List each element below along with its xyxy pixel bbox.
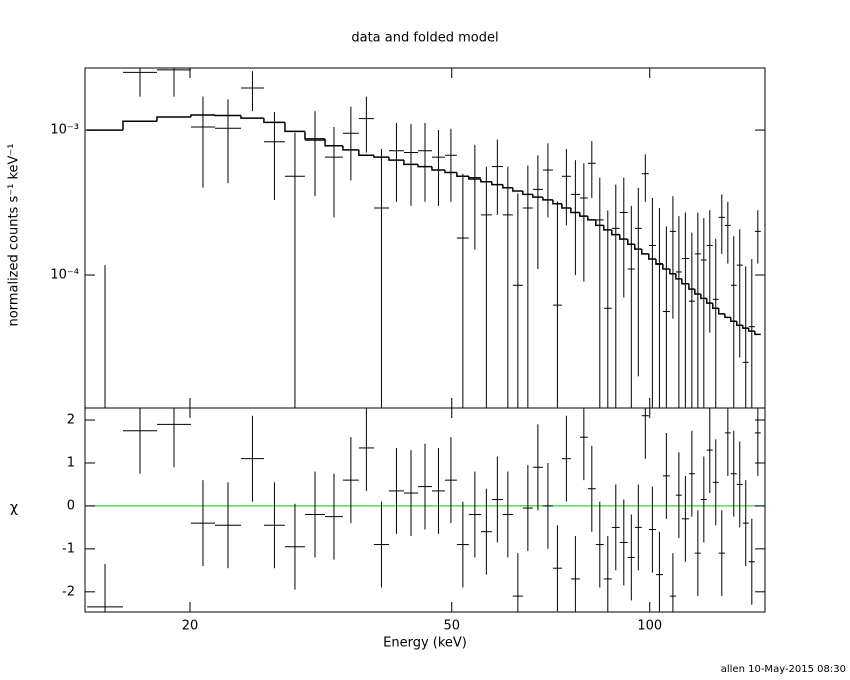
residual-axis-label: χ [10,500,18,516]
model-step [681,278,689,285]
model-step [304,131,326,140]
model-step [694,289,701,295]
x-tick-label: 100 [637,619,662,634]
model-step [561,203,571,209]
y-tick-label: 10⁻⁴ [50,268,79,283]
model-step [468,176,481,180]
model-step [552,199,562,205]
model-step [603,225,612,231]
top-frame [84,67,766,409]
model-step [431,166,445,171]
y-tick-label: -2 [62,584,75,599]
model-step [595,219,604,227]
model-step [754,331,761,336]
model-step [342,145,359,151]
model-step [579,212,588,217]
model-step [263,118,285,124]
model-step [641,249,649,255]
model-step [700,293,707,300]
y-tick-label: 10⁻³ [50,123,79,138]
model-step [417,164,432,168]
model-step [724,313,731,319]
model-step [324,138,343,147]
model-step [712,303,719,310]
model-step [522,190,533,196]
model-step [587,216,596,221]
model-step [570,208,580,214]
model-step [190,114,215,118]
model-step [502,184,513,189]
model-step [717,308,725,315]
model-step [156,116,191,122]
model-step [444,170,457,174]
y-tick-label: 2 [67,413,75,428]
axes: 10⁻³ 10⁻⁴ -2 -1 0 1 2 20 50 100 [50,68,765,634]
model-step [284,122,305,133]
y-tick-label: 1 [67,455,75,470]
model-step [388,157,404,161]
chart-title: data and folded model [351,31,498,46]
model-step [403,160,419,166]
model-step [532,194,543,198]
model-step [730,317,737,322]
top-plot [87,68,761,408]
model-step [240,115,264,119]
y-axis-label: normalized counts s⁻¹ keV⁻¹ [7,144,22,327]
model-step [735,321,743,327]
model-step [747,328,755,332]
model-step [373,155,389,158]
model-step [688,283,695,290]
model-step [512,187,523,192]
bottom-frame [84,407,766,613]
model-step [542,197,553,201]
model-step [742,325,749,329]
y-tick-label: 0 [67,498,75,513]
footer: allen 10-May-2015 08:30 [721,664,846,675]
y-tick-label: -1 [62,541,75,556]
model-step [706,298,713,304]
model-step [480,178,492,183]
model-step [122,120,157,131]
x-tick-label: 50 [443,619,460,634]
model-step [491,181,503,186]
x-axis-label: Energy (keV) [383,636,467,651]
model-step [675,273,682,280]
model-step [634,244,642,250]
bottom-plot [85,408,765,612]
model-step [619,234,628,240]
model-step [669,269,676,275]
model-step [456,172,469,178]
model-step [627,239,635,246]
model-step [655,259,663,265]
model-step [358,149,374,157]
x-tick-label: 20 [182,619,199,634]
model-step [648,253,656,260]
model-step [611,229,620,236]
model-step [662,264,670,270]
